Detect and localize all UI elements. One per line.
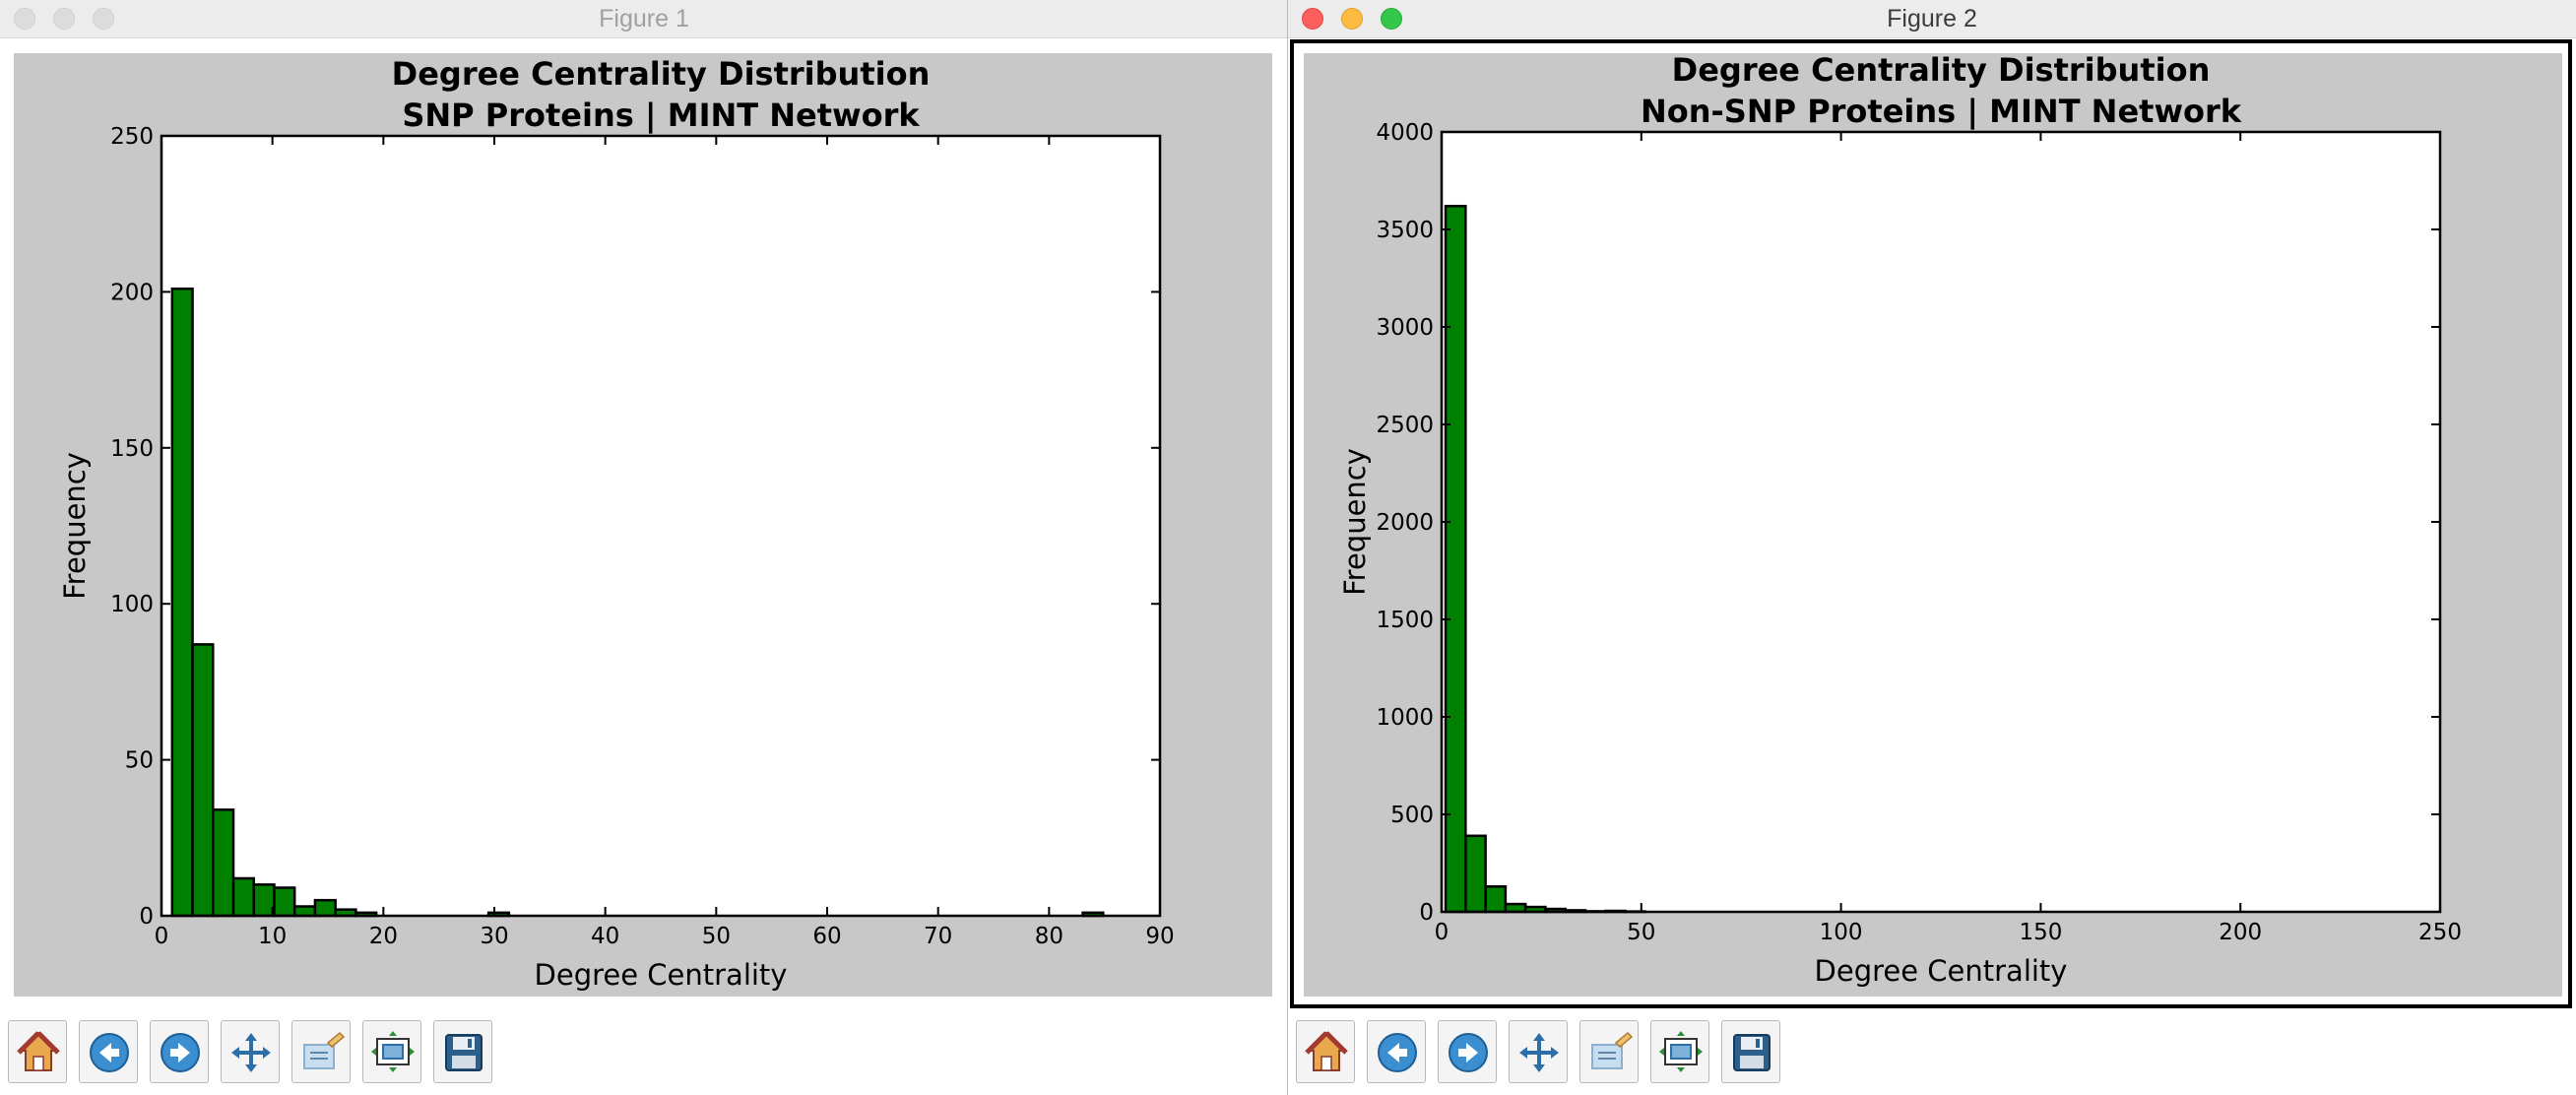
y-tick-label: 0 [139,904,154,930]
back-icon [1378,1033,1417,1072]
home-icon [1305,1031,1348,1071]
figure-canvas[interactable]: 0 10 20 30 40 50 60 70 80 90 0 50 100 150 200 250 Degree… [0,39,1288,1008]
x-tick-label: 40 [591,924,619,949]
histogram-bar [1444,204,1467,914]
y-axis-label: Frequency [58,452,92,600]
zoom-button[interactable] [93,8,114,30]
x-tick-label: 50 [1627,920,1655,945]
x-tick-label: 90 [1145,924,1174,949]
pan-button[interactable] [1509,1020,1568,1083]
x-axis-label: Degree Centrality [535,958,788,992]
y-tick-label: 2500 [1376,413,1434,438]
x-tick-label: 100 [1820,920,1863,945]
chart-title: Degree Centrality Distribution [392,55,931,93]
x-tick-label: 0 [155,924,169,949]
zoom-to-rect-button[interactable] [362,1020,421,1083]
y-axis-label: Frequency [1338,448,1372,596]
save-icon [445,1034,483,1071]
histogram-bar [1464,834,1487,914]
back-icon [90,1033,129,1072]
plot-area [161,136,1160,916]
y-tick-label: 3500 [1376,218,1434,243]
histogram-bar [292,905,317,918]
window-title: Figure 1 [599,5,689,32]
home-icon [17,1031,60,1071]
x-tick-label: 70 [924,924,952,949]
x-tick-label: 250 [2418,920,2462,945]
y-tick-label: 1500 [1376,608,1434,633]
configure-subplots-button[interactable] [1579,1020,1639,1083]
histogram-bar [1484,885,1508,914]
back-button[interactable] [79,1020,138,1083]
save-button[interactable] [433,1020,492,1083]
chart-title: Non-SNP Proteins | MINT Network [1641,93,2242,131]
zoom-to-rect-icon [1659,1031,1703,1072]
figure-2-window: Figure 2 0 50 100 150 200 250 0 500 1000 1500 2000… [1288,0,2576,1095]
title-bar[interactable]: Figure 2 [1288,0,2576,38]
histogram-chart: 0 10 20 30 40 50 60 70 80 90 0 50 100 150 200 250 Degree… [58,55,1175,992]
histogram-bar [273,886,296,918]
chart-title: SNP Proteins | MINT Network [402,97,920,135]
zoom-button[interactable] [1381,8,1402,30]
configure-subplots-icon [303,1031,346,1069]
x-tick-label: 50 [702,924,731,949]
y-tick-label: 1000 [1376,705,1434,731]
pan-icon [231,1033,271,1072]
save-button[interactable] [1721,1020,1780,1083]
x-axis-label: Degree Centrality [1815,954,2068,988]
y-tick-label: 500 [1390,803,1434,828]
y-tick-label: 4000 [1376,120,1434,146]
x-tick-label: 30 [480,924,508,949]
figure-canvas[interactable]: 0 50 100 150 200 250 0 500 1000 1500 2000 2500 3000 3… [1290,39,2572,1008]
x-tick-label: 20 [369,924,398,949]
chart-title: Degree Centrality Distribution [1672,51,2211,89]
histogram-bar [313,898,337,918]
y-tick-label: 3000 [1376,315,1434,341]
histogram-bar [212,808,235,918]
x-tick-label: 0 [1435,920,1449,945]
minimize-button[interactable] [53,8,75,30]
x-tick-label: 200 [2219,920,2262,945]
minimize-button[interactable] [1341,8,1363,30]
close-button[interactable] [1302,8,1323,30]
zoom-to-rect-icon [371,1031,415,1072]
pan-icon [1519,1033,1559,1072]
figure-1-window: Figure 1 0 10 20 30 40 50 60 70 80 90 0 50 100 150 200… [0,0,1288,1095]
configure-subplots-button[interactable] [291,1020,351,1083]
histogram-bar [191,643,215,918]
title-bar[interactable]: Figure 1 [0,0,1288,38]
x-tick-label: 80 [1035,924,1063,949]
configure-subplots-icon [1591,1031,1634,1069]
x-tick-label: 10 [258,924,287,949]
y-tick-label: 150 [110,436,154,462]
forward-button[interactable] [150,1020,209,1083]
zoom-to-rect-button[interactable] [1650,1020,1709,1083]
x-tick-label: 60 [812,924,841,949]
close-button[interactable] [14,8,35,30]
histogram-bar [252,883,276,918]
histogram-bar [170,287,194,918]
y-tick-label: 2000 [1376,510,1434,536]
forward-icon [1449,1033,1488,1072]
pan-button[interactable] [221,1020,280,1083]
window-title: Figure 2 [1887,5,1977,32]
y-tick-label: 250 [110,124,154,150]
back-button[interactable] [1367,1020,1426,1083]
home-button[interactable] [8,1020,67,1083]
x-tick-label: 150 [2019,920,2062,945]
save-icon [1733,1034,1771,1071]
y-tick-label: 200 [110,280,154,305]
plot-area [1442,132,2440,912]
forward-button[interactable] [1438,1020,1497,1083]
plot-frame [160,134,1162,918]
forward-icon [161,1033,200,1072]
histogram-chart: 0 50 100 150 200 2500500100015002000250030003… [1338,51,2462,988]
y-tick-label: 50 [125,748,154,774]
y-tick-label: 0 [1419,900,1434,926]
y-tick-label: 100 [110,592,154,617]
home-button[interactable] [1296,1020,1355,1083]
histogram-bar [231,876,255,918]
